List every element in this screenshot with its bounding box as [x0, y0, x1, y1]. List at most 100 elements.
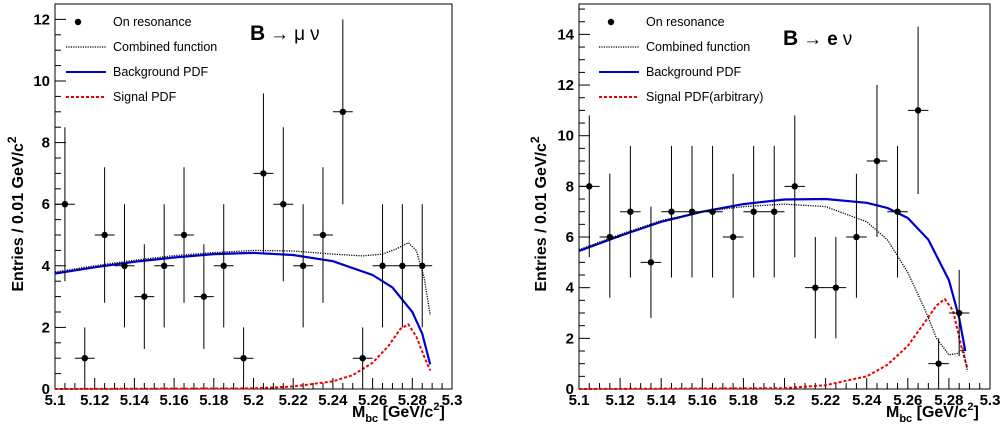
x-tick-label: 5.28	[398, 392, 427, 409]
data-marker	[955, 309, 963, 317]
data-marker	[101, 231, 108, 239]
data-marker	[200, 293, 208, 300]
legend-item: Combined function	[66, 40, 217, 54]
data-marker	[260, 170, 267, 177]
data-point	[134, 244, 155, 349]
data-point	[233, 327, 254, 383]
y-axis-title-main: Entries / 0.01 GeV/c	[10, 143, 27, 292]
x-tick-label: 5.2	[243, 392, 264, 409]
x-tick-label: 5.22	[811, 392, 840, 409]
x-tick-label: 5.1	[569, 392, 590, 409]
decay-label-nu: ν	[310, 24, 320, 45]
x-axis-title-sup: 2	[433, 401, 439, 413]
y-tick-label: 12	[33, 11, 50, 28]
data-point	[620, 145, 641, 278]
y-tick-label: 0	[566, 381, 574, 398]
data-point	[392, 204, 413, 328]
background-pdf-curve	[54, 251, 432, 365]
x-axis-title-close: ]	[439, 404, 444, 421]
data-point	[640, 206, 662, 319]
x-tick-label: 5.16	[688, 392, 717, 409]
data-marker	[180, 231, 188, 239]
x-axis-title-sub: bc	[899, 413, 912, 425]
data-marker	[379, 262, 386, 269]
data-point	[94, 167, 115, 303]
data-point	[681, 145, 703, 278]
decay-label-arrow: →	[803, 29, 822, 50]
plot-frame	[578, 3, 991, 390]
data-marker	[586, 183, 593, 190]
data-point	[579, 115, 600, 258]
data-marker	[729, 233, 737, 241]
x-tick-label: 5.24	[852, 392, 882, 409]
data-marker	[873, 157, 881, 165]
data-point	[722, 173, 744, 298]
x-tick-label: 5.26	[358, 392, 387, 409]
legend-label: Background PDF	[113, 65, 209, 79]
legend-label: Combined function	[646, 40, 750, 54]
x-tick-label: 5.26	[893, 392, 922, 409]
plot-frame	[54, 3, 453, 390]
data-point	[332, 19, 353, 205]
x-tick-label: 5.14	[647, 392, 677, 409]
data-point	[412, 204, 433, 328]
data-marker	[141, 293, 148, 300]
y-tick-label: 8	[566, 178, 574, 195]
decay-label-lepton: μ	[294, 24, 305, 45]
x-tick-label: 5.24	[318, 392, 348, 409]
y-tick-label: 4	[42, 258, 51, 275]
x-tick-label: 5.2	[774, 392, 795, 409]
decay-label: B → e ν	[783, 27, 852, 50]
data-marker	[791, 183, 798, 190]
y-axis-title: Entries / 0.01 GeV/c2	[528, 136, 550, 292]
data-marker	[606, 233, 614, 241]
data-marker	[220, 262, 227, 269]
data-point	[743, 145, 764, 278]
decay-label-b: B	[783, 27, 798, 50]
y-axis-title-main: Entries / 0.01 GeV/c	[533, 143, 550, 292]
background-pdf-curve	[578, 197, 967, 352]
legend-label: On resonance	[113, 15, 192, 29]
data-point	[313, 167, 333, 303]
x-axis-title: Mbc [GeV/c2]	[886, 401, 979, 425]
data-point	[805, 237, 826, 339]
data-point	[154, 204, 175, 328]
x-tick-label: 5.16	[159, 392, 188, 409]
y-axis-title: Entries / 0.01 GeV/c2	[5, 136, 27, 292]
y-tick-label: 10	[557, 128, 574, 145]
x-axis-title-main: M	[886, 404, 899, 421]
x-tick-label: 5.12	[605, 392, 634, 409]
data-marker	[339, 108, 347, 116]
data-marker	[668, 208, 675, 215]
data-point	[174, 167, 194, 303]
data-marker	[771, 208, 778, 215]
data-point	[55, 127, 75, 282]
data-point	[907, 26, 929, 194]
data-point	[846, 173, 867, 298]
data-point	[352, 327, 373, 383]
data-point	[948, 269, 970, 357]
y-tick-label: 12	[557, 77, 574, 94]
legend-label: On resonance	[646, 15, 725, 29]
data-point	[253, 93, 274, 254]
x-axis-title-unit: [GeV/c	[912, 404, 967, 421]
data-marker	[812, 284, 819, 291]
x-tick-label: 5.1	[45, 392, 66, 409]
data-point	[114, 204, 135, 328]
data-point	[293, 204, 314, 328]
legend-label: Signal PDF	[113, 90, 177, 104]
data-point	[702, 145, 723, 278]
mu-nu-plot: 5.1 5.12 5.14 5.16 5.18 5.2 5.22 5.24 5.26 5.28 5.…	[5, 3, 462, 425]
data-marker	[160, 262, 168, 269]
data-marker	[688, 208, 696, 215]
data-marker	[280, 201, 287, 208]
e-nu-plot: 5.1 5.12 5.14 5.16 5.18 5.2 5.22 5.24 5.26 5.28 5.…	[528, 3, 1001, 425]
x-tick-label: 5.3	[980, 392, 1001, 409]
data-point	[763, 145, 785, 278]
legend-marker	[607, 18, 615, 26]
legend-item: Background PDF	[599, 65, 742, 79]
y-tick-label: 2	[42, 319, 50, 336]
legend-label: Background PDF	[646, 65, 742, 79]
y-tick-label: 8	[42, 135, 50, 152]
data-marker	[832, 284, 840, 291]
